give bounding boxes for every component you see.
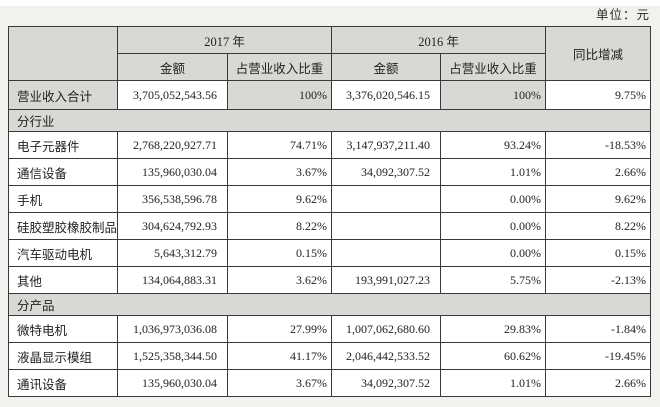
table-row: 通讯设备 135,960,030.04 3.67% 34,092,307.52 1.01… — [8, 369, 652, 397]
amount-2017-cell: 2,768,220,927.71 — [117, 131, 228, 159]
yoy-change-cell: 0.15% — [545, 239, 652, 267]
ratio-2017-cell: 9.62% — [226, 185, 333, 213]
yoy-change-cell: -1.84% — [545, 315, 652, 343]
ratio-2017-cell: 3.67% — [226, 158, 333, 186]
section-label: 分行业 — [7, 109, 652, 132]
amount-2017-cell: 1,525,358,344.50 — [117, 342, 228, 370]
ratio-2017-cell: 100% — [226, 80, 333, 110]
revenue-breakdown-table: 2017 年 2016 年 同比增减 金额 占营业收入比重 金额 占营业收入比重… — [7, 26, 652, 397]
yoy-change-cell: -2.13% — [545, 266, 652, 294]
table-row: 硅胶塑胶橡胶制品 304,624,792.93 8.22% 0.00% 8.22% — [8, 212, 652, 240]
row-label: 其他 — [8, 266, 118, 294]
table-header: 2017 年 2016 年 同比增减 金额 占营业收入比重 金额 占营业收入比重 — [8, 26, 652, 81]
row-label: 营业收入合计 — [8, 80, 118, 110]
table-row: 通信设备 135,960,030.04 3.67% 34,092,307.52 1.01… — [8, 158, 652, 186]
table-row: 液晶显示模组 1,525,358,344.50 41.17% 2,046,442,53… — [8, 342, 652, 370]
ratio-2017-header: 占营业收入比重 — [226, 53, 333, 81]
amount-2017-cell: 356,538,596.78 — [117, 185, 228, 213]
ratio-2017-cell: 3.67% — [226, 369, 333, 397]
row-label: 通讯设备 — [8, 369, 118, 397]
ratio-2017-cell: 74.71% — [226, 131, 333, 159]
section-header-row: 分行业 — [7, 109, 652, 132]
yoy-change-header: 同比增减 — [545, 26, 652, 81]
amount-2016-cell: 34,092,307.52 — [331, 158, 442, 186]
year-2016-header: 2016 年 — [331, 26, 547, 54]
ratio-2017-cell: 3.62% — [226, 266, 333, 294]
row-label: 微特电机 — [8, 315, 118, 343]
total-row: 营业收入合计 3,705,052,543.56 100% 3,376,020,546.… — [8, 80, 652, 110]
table-row: 汽车驱动电机 5,643,312.79 0.15% 0.00% 0.15% — [8, 239, 652, 267]
ratio-2016-cell: 93.24% — [440, 131, 547, 159]
ratio-2017-cell: 27.99% — [226, 315, 333, 343]
yoy-change-cell: -18.53% — [545, 131, 652, 159]
yoy-change-cell: 2.66% — [545, 369, 652, 397]
unit-label: 单位：元 — [595, 8, 650, 22]
amount-2016-cell — [331, 185, 442, 213]
amount-2017-header: 金额 — [117, 53, 228, 81]
amount-2017-cell: 135,960,030.04 — [117, 369, 228, 397]
amount-2016-cell: 1,007,062,680.60 — [331, 315, 442, 343]
row-label: 汽车驱动电机 — [8, 239, 118, 267]
corner-empty-cell — [8, 26, 118, 81]
year-2017-header: 2017 年 — [116, 26, 333, 54]
yoy-change-cell: 2.66% — [545, 158, 652, 186]
amount-2016-header: 金额 — [331, 53, 442, 81]
top-whitespace — [0, 0, 660, 6]
amount-2016-cell: 3,376,020,546.15 — [331, 80, 442, 110]
header-row-years: 2017 年 2016 年 同比增减 — [8, 26, 652, 81]
amount-2017-cell: 1,036,973,036.08 — [117, 315, 228, 343]
yoy-change-cell: 9.62% — [545, 185, 652, 213]
amount-2016-cell — [331, 239, 442, 267]
ratio-2016-cell: 100% — [440, 80, 547, 110]
ratio-2016-cell: 5.75% — [440, 266, 547, 294]
amount-2017-cell: 3,705,052,543.56 — [117, 80, 228, 110]
ratio-2016-cell: 0.00% — [440, 212, 547, 240]
table-row: 微特电机 1,036,973,036.08 27.99% 1,007,062,680.… — [8, 315, 652, 343]
yoy-change-cell: 8.22% — [545, 212, 652, 240]
ratio-2016-header: 占营业收入比重 — [440, 53, 547, 81]
table-row: 其他 134,064,883.31 3.62% 193,991,027.23 5.75%… — [8, 266, 652, 294]
row-label: 液晶显示模组 — [8, 342, 118, 370]
row-label: 电子元器件 — [8, 131, 118, 159]
row-label: 硅胶塑胶橡胶制品 — [8, 212, 118, 240]
amount-2016-cell: 193,991,027.23 — [331, 266, 442, 294]
amount-2016-cell: 34,092,307.52 — [331, 369, 442, 397]
ratio-2017-cell: 41.17% — [226, 342, 333, 370]
ratio-2016-cell: 0.00% — [440, 239, 547, 267]
ratio-2016-cell: 29.83% — [440, 315, 547, 343]
table-row: 手机 356,538,596.78 9.62% 0.00% 9.62% — [8, 185, 652, 213]
yoy-change-cell: 9.75% — [545, 80, 652, 110]
amount-2016-cell: 3,147,937,211.40 — [331, 131, 442, 159]
amount-2017-cell: 135,960,030.04 — [117, 158, 228, 186]
header-row-measures: 金额 占营业收入比重 金额 占营业收入比重 — [9, 53, 651, 81]
ratio-2016-cell: 60.62% — [440, 342, 547, 370]
amount-2017-cell: 304,624,792.93 — [117, 212, 228, 240]
amount-2017-cell: 134,064,883.31 — [117, 266, 228, 294]
ratio-2016-cell: 0.00% — [440, 185, 547, 213]
table-row: 电子元器件 2,768,220,927.71 74.71% 3,147,937,211… — [8, 131, 652, 159]
table-body: 营业收入合计 3,705,052,543.56 100% 3,376,020,546.… — [7, 80, 652, 397]
row-label: 通信设备 — [8, 158, 118, 186]
ratio-2016-cell: 1.01% — [440, 369, 547, 397]
ratio-2016-cell: 1.01% — [440, 158, 547, 186]
row-label: 手机 — [8, 185, 118, 213]
amount-2017-cell: 5,643,312.79 — [117, 239, 228, 267]
ratio-2017-cell: 0.15% — [226, 239, 333, 267]
amount-2016-cell — [331, 212, 442, 240]
yoy-change-cell: -19.45% — [545, 342, 652, 370]
section-label: 分产品 — [7, 293, 652, 316]
section-header-row: 分产品 — [7, 293, 652, 316]
amount-2016-cell: 2,046,442,533.52 — [331, 342, 442, 370]
ratio-2017-cell: 8.22% — [226, 212, 333, 240]
